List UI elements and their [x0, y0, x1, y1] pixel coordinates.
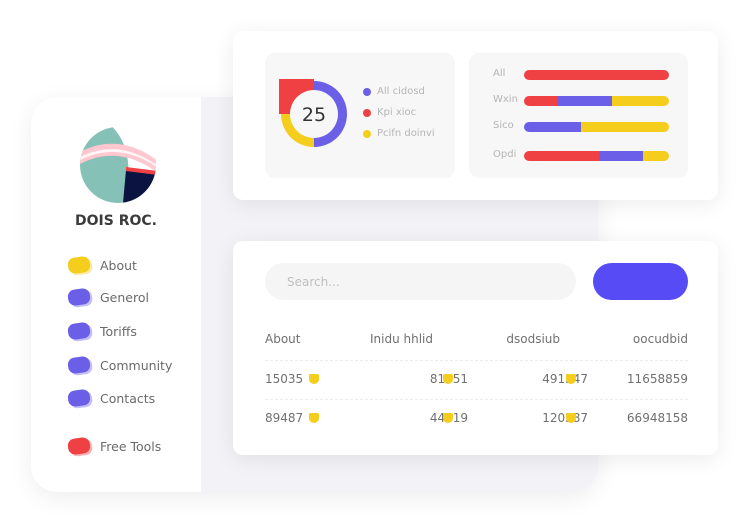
donut-segment-allcidosd	[314, 81, 347, 147]
table-cell: 491547	[542, 372, 588, 386]
legend-label: Kpi xioc	[377, 107, 417, 118]
donut-segment-kpixioc	[279, 79, 314, 114]
bar-label: Sico	[493, 120, 514, 131]
stacked-bar	[524, 70, 669, 80]
shield-icon	[309, 413, 319, 423]
legend-item: Kpi xioc	[363, 107, 416, 118]
donut-value: 25	[302, 104, 326, 126]
table-cell: 11658859	[626, 372, 688, 386]
donut-panel: 25 All cidosd Kpi xioc Pcifn doinvi	[265, 53, 455, 178]
shield-icon	[309, 374, 319, 384]
brand-name: DOIS ROC.	[75, 213, 157, 229]
table-cell: 120587	[542, 411, 588, 425]
stacked-bar	[524, 96, 669, 106]
bar-segment	[524, 70, 669, 80]
sidebar-item-about[interactable]: About	[66, 255, 137, 275]
nav-blob-icon	[66, 436, 92, 456]
bar-segment	[524, 96, 558, 106]
row-divider	[265, 360, 688, 361]
donut-segment-pcifndoinvi	[281, 114, 314, 147]
shield-icon	[566, 374, 576, 384]
bar-segment	[642, 151, 669, 161]
bar-label: Opdi	[493, 149, 517, 160]
search-button[interactable]	[593, 263, 688, 300]
bar-label: All	[493, 68, 506, 79]
column-header[interactable]: dsodsiub	[506, 332, 560, 346]
sidebar-item-label: Contacts	[100, 390, 156, 406]
nav-blob-icon	[66, 388, 92, 408]
sidebar-item-community[interactable]: Community	[66, 355, 173, 375]
stacked-bar	[524, 151, 669, 161]
sidebar-item-label: Generol	[100, 289, 149, 305]
nav-blob-icon	[66, 287, 92, 307]
bar-segment	[580, 122, 669, 132]
sidebar-item-label: Community	[100, 357, 173, 373]
donut-chart: 25	[279, 79, 347, 147]
stacked-bar	[524, 122, 669, 132]
bar-segment	[524, 122, 581, 132]
sidebar-item-generol[interactable]: Generol	[66, 287, 149, 307]
sidebar-item-label: Free Tools	[100, 438, 162, 454]
brand-logo	[80, 127, 156, 203]
table-cell: 15035	[265, 372, 304, 386]
table-cell: 89487	[265, 411, 304, 425]
bar-segment	[557, 96, 613, 106]
legend-dot-icon	[363, 87, 371, 96]
column-header[interactable]: About	[265, 332, 301, 346]
sidebar-item-contacts[interactable]: Contacts	[66, 388, 156, 408]
bar-segment	[524, 151, 600, 161]
table-cell: 66948158	[626, 411, 688, 425]
nav-blob-icon	[66, 355, 92, 375]
sidebar-item-label: Toriffs	[100, 323, 137, 339]
legend-label: All cidosd	[377, 86, 425, 97]
column-header[interactable]: Inidu hhlid	[369, 332, 433, 346]
stats-card: 25 All cidosd Kpi xioc Pcifn doinvi All Wxi…	[233, 31, 718, 200]
nav-blob-icon	[66, 321, 92, 341]
bars-panel: All Wxin Sico Opdi	[469, 53, 688, 178]
bar-label: Wxin	[493, 94, 518, 105]
sidebar-item-free-tools[interactable]: Free Tools	[66, 436, 162, 456]
column-header[interactable]: oocudbid	[632, 332, 688, 346]
search-input[interactable]	[265, 263, 576, 300]
legend-item: All cidosd	[363, 86, 425, 97]
legend-label: Pcifn doinvi	[377, 128, 435, 139]
sidebar: DOIS ROC. About Generol Toriffs Community Co…	[31, 97, 201, 492]
nav-blob-icon	[66, 255, 92, 275]
shield-icon	[566, 413, 576, 423]
bar-segment	[612, 96, 669, 106]
sidebar-item-toriffs[interactable]: Toriffs	[66, 321, 137, 341]
bar-segment	[599, 151, 643, 161]
legend-dot-icon	[363, 129, 371, 138]
shield-icon	[443, 374, 453, 384]
shield-icon	[443, 413, 453, 423]
sidebar-item-label: About	[100, 257, 137, 273]
legend-item: Pcifn doinvi	[363, 128, 435, 139]
legend-dot-icon	[363, 108, 371, 117]
row-divider	[265, 399, 688, 400]
